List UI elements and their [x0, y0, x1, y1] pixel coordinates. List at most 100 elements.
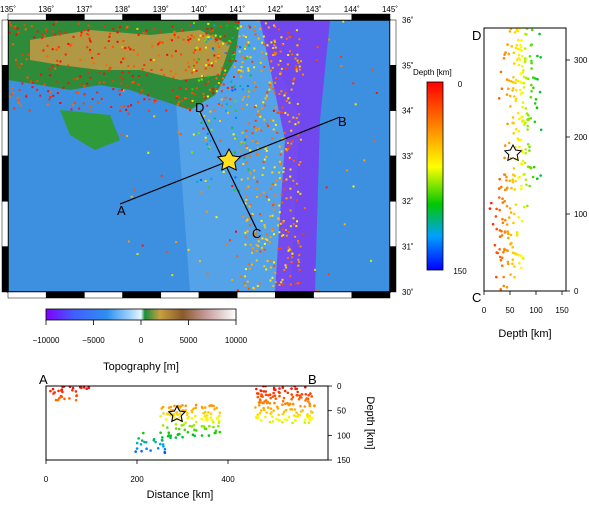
quake-point [159, 30, 162, 33]
quake-point [218, 37, 221, 40]
quake-point [187, 39, 190, 41]
quake-point [272, 87, 275, 90]
section-ab-point [291, 395, 295, 399]
quake-point [282, 234, 285, 237]
section-cd-point [491, 222, 495, 226]
quake-point [212, 48, 215, 51]
section-ab-point [203, 414, 207, 418]
quake-point [273, 24, 275, 27]
quake-point [244, 187, 247, 190]
section-cd-point [497, 97, 501, 100]
section-cd-point [518, 175, 521, 179]
quake-point [300, 60, 302, 63]
section-ab-point [255, 392, 259, 395]
section-ab-star-icon [167, 404, 187, 423]
quake-point [279, 222, 282, 225]
quake-point [272, 54, 275, 56]
quake-point [282, 220, 285, 222]
section-cd-point [528, 149, 531, 152]
quake-point [123, 57, 126, 60]
quake-point [202, 92, 205, 95]
quake-point [98, 71, 101, 74]
quake-point [86, 33, 89, 35]
quake-point [297, 258, 300, 261]
quake-point [254, 33, 257, 36]
quake-point [243, 141, 245, 144]
quake-point [343, 223, 346, 226]
quake-point [72, 78, 75, 81]
quake-point [185, 87, 188, 90]
quake-point [258, 282, 261, 285]
section-ab-point [184, 421, 187, 425]
quake-point [279, 59, 282, 62]
section-cd-point [511, 262, 514, 266]
quake-point [80, 83, 83, 86]
section-cd-xtick-label: 0 [482, 306, 487, 315]
frame-bar-top [236, 13, 276, 21]
section-ab-point [71, 386, 75, 390]
quake-point [224, 34, 227, 37]
quake-point [54, 33, 57, 36]
quake-point [270, 41, 273, 44]
quake-point [299, 245, 302, 248]
depth-colorbar-tick-bottom: 150 [453, 267, 467, 276]
section-ab-point [190, 425, 194, 428]
section-cd-point [513, 95, 516, 98]
quake-point [269, 69, 272, 72]
section-ab-point [184, 404, 187, 408]
section-ab-point [295, 393, 299, 397]
quake-point [122, 57, 125, 60]
quake-point [21, 82, 24, 85]
quake-point [145, 29, 148, 32]
quake-point [9, 24, 12, 27]
quake-point [292, 116, 295, 119]
quake-point [294, 57, 297, 60]
quake-point [56, 47, 59, 50]
quake-point [70, 43, 73, 46]
quake-point [214, 60, 217, 63]
section-ab-point [295, 387, 299, 391]
section-ab-xlabel: Distance [km] [147, 489, 214, 501]
quake-point [279, 71, 282, 74]
topography-tick-label: −5000 [82, 336, 105, 345]
section-ab-point [165, 412, 169, 416]
section-cd-point [512, 51, 516, 55]
quake-point [285, 99, 288, 102]
frame-bar-top [313, 13, 353, 21]
quake-point [12, 43, 15, 46]
quake-point [248, 90, 251, 93]
quake-point [262, 56, 265, 59]
section-ab-point [51, 387, 55, 391]
quake-point [299, 161, 302, 164]
quake-point [136, 253, 139, 255]
quake-point [229, 41, 232, 44]
quake-point [253, 126, 256, 129]
section-cd-point [512, 132, 515, 135]
quake-point [266, 122, 269, 125]
quake-point [303, 207, 306, 210]
quake-point [182, 38, 185, 41]
quake-point [207, 80, 210, 83]
section-ab-point [273, 401, 276, 405]
section-cd-point [535, 106, 539, 109]
section-ab-point [258, 398, 262, 401]
section-ab-point [218, 411, 222, 415]
section-cd-point [526, 128, 529, 131]
section-cd-point [530, 67, 533, 70]
frame-bar-bottom [84, 291, 123, 299]
topography-colorbar-ramp [45, 308, 237, 321]
section-cd-point [503, 231, 507, 234]
quake-point [192, 64, 195, 67]
quake-point [104, 46, 107, 49]
quake-point [287, 97, 290, 100]
section-ab-point [278, 391, 281, 395]
quake-point [245, 230, 248, 233]
section-ab-point [194, 414, 197, 418]
quake-point [200, 190, 203, 193]
section-cd-point [509, 105, 512, 108]
quake-point [263, 43, 266, 46]
section-ab-point [286, 391, 290, 395]
section-ab-point [281, 403, 284, 407]
quake-point [103, 72, 106, 75]
quake-point [260, 219, 263, 222]
